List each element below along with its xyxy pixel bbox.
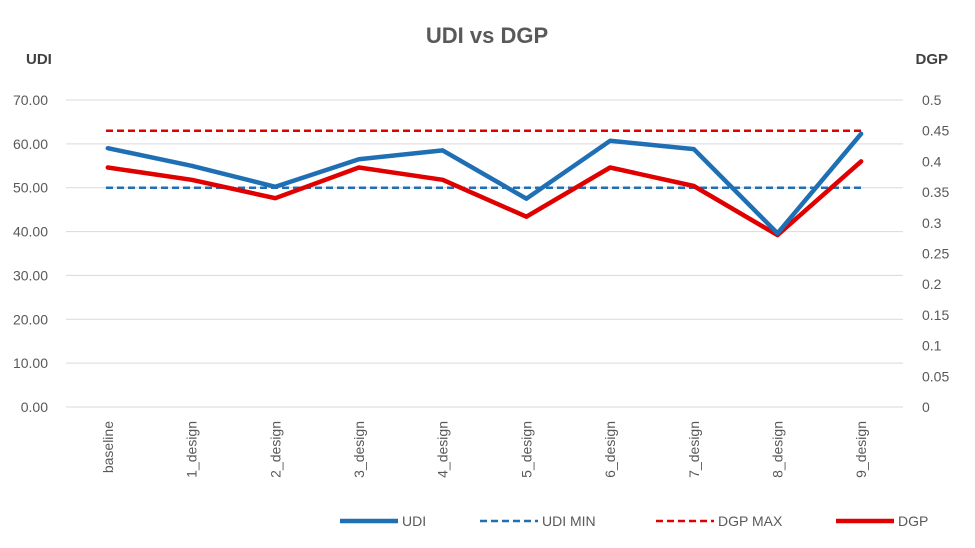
right-tick-label: 0.25 — [922, 246, 949, 262]
legend-label: DGP — [898, 513, 928, 529]
right-tick-label: 0.05 — [922, 368, 949, 384]
x-tick-label: 1_design — [184, 421, 200, 478]
legend: UDI UDI MIN DGP MAX DGP — [340, 513, 928, 529]
left-tick-label: 70.00 — [13, 92, 48, 108]
legend-label: UDI MIN — [542, 513, 596, 529]
left-tick-label: 50.00 — [13, 180, 48, 196]
right-tick-label: 0.2 — [922, 276, 942, 292]
x-tick-label: 7_design — [686, 421, 702, 478]
right-axis-title: DGP — [915, 51, 948, 68]
right-tick-label: 0.5 — [922, 92, 942, 108]
left-tick-label: 0.00 — [21, 399, 48, 415]
right-tick-label: 0 — [922, 399, 930, 415]
gridlines — [66, 99, 903, 408]
x-tick-label: 6_design — [602, 421, 618, 478]
left-tick-label: 40.00 — [13, 224, 48, 240]
series-line-udi — [105, 131, 864, 236]
right-tick-label: 0.15 — [922, 307, 949, 323]
x-tick-label: 8_design — [769, 421, 785, 478]
series-line-dgp — [105, 159, 864, 238]
x-tick-label: baseline — [100, 421, 116, 473]
left-axis-title: UDI — [26, 51, 52, 68]
right-tick-label: 0.35 — [922, 184, 949, 200]
series-layer — [105, 129, 864, 238]
right-axis-ticks: 0 0.05 0.1 0.15 0.2 0.25 0.3 0.35 0.4 0.45 0.5 — [922, 92, 949, 415]
right-tick-label: 0.3 — [922, 215, 942, 231]
x-axis-ticks: baseline 1_design 2_design 3_design 4_design… — [100, 421, 869, 478]
left-tick-label: 30.00 — [13, 267, 48, 283]
left-tick-label: 20.00 — [13, 311, 48, 327]
right-tick-label: 0.1 — [922, 338, 942, 354]
x-tick-label: 3_design — [351, 421, 367, 478]
x-tick-label: 4_design — [435, 421, 451, 478]
chart-title: UDI vs DGP — [426, 23, 548, 48]
x-tick-label: 2_design — [267, 421, 283, 478]
x-tick-label: 5_design — [518, 421, 534, 478]
left-axis-ticks: 0.00 10.00 20.00 30.00 40.00 50.00 60.00 70.00 — [13, 92, 48, 415]
left-tick-label: 60.00 — [13, 136, 48, 152]
legend-label: UDI — [402, 513, 426, 529]
right-tick-label: 0.4 — [922, 153, 942, 169]
legend-label: DGP MAX — [718, 513, 783, 529]
left-tick-label: 10.00 — [13, 355, 48, 371]
x-tick-label: 9_design — [853, 421, 869, 478]
right-tick-label: 0.45 — [922, 123, 949, 139]
